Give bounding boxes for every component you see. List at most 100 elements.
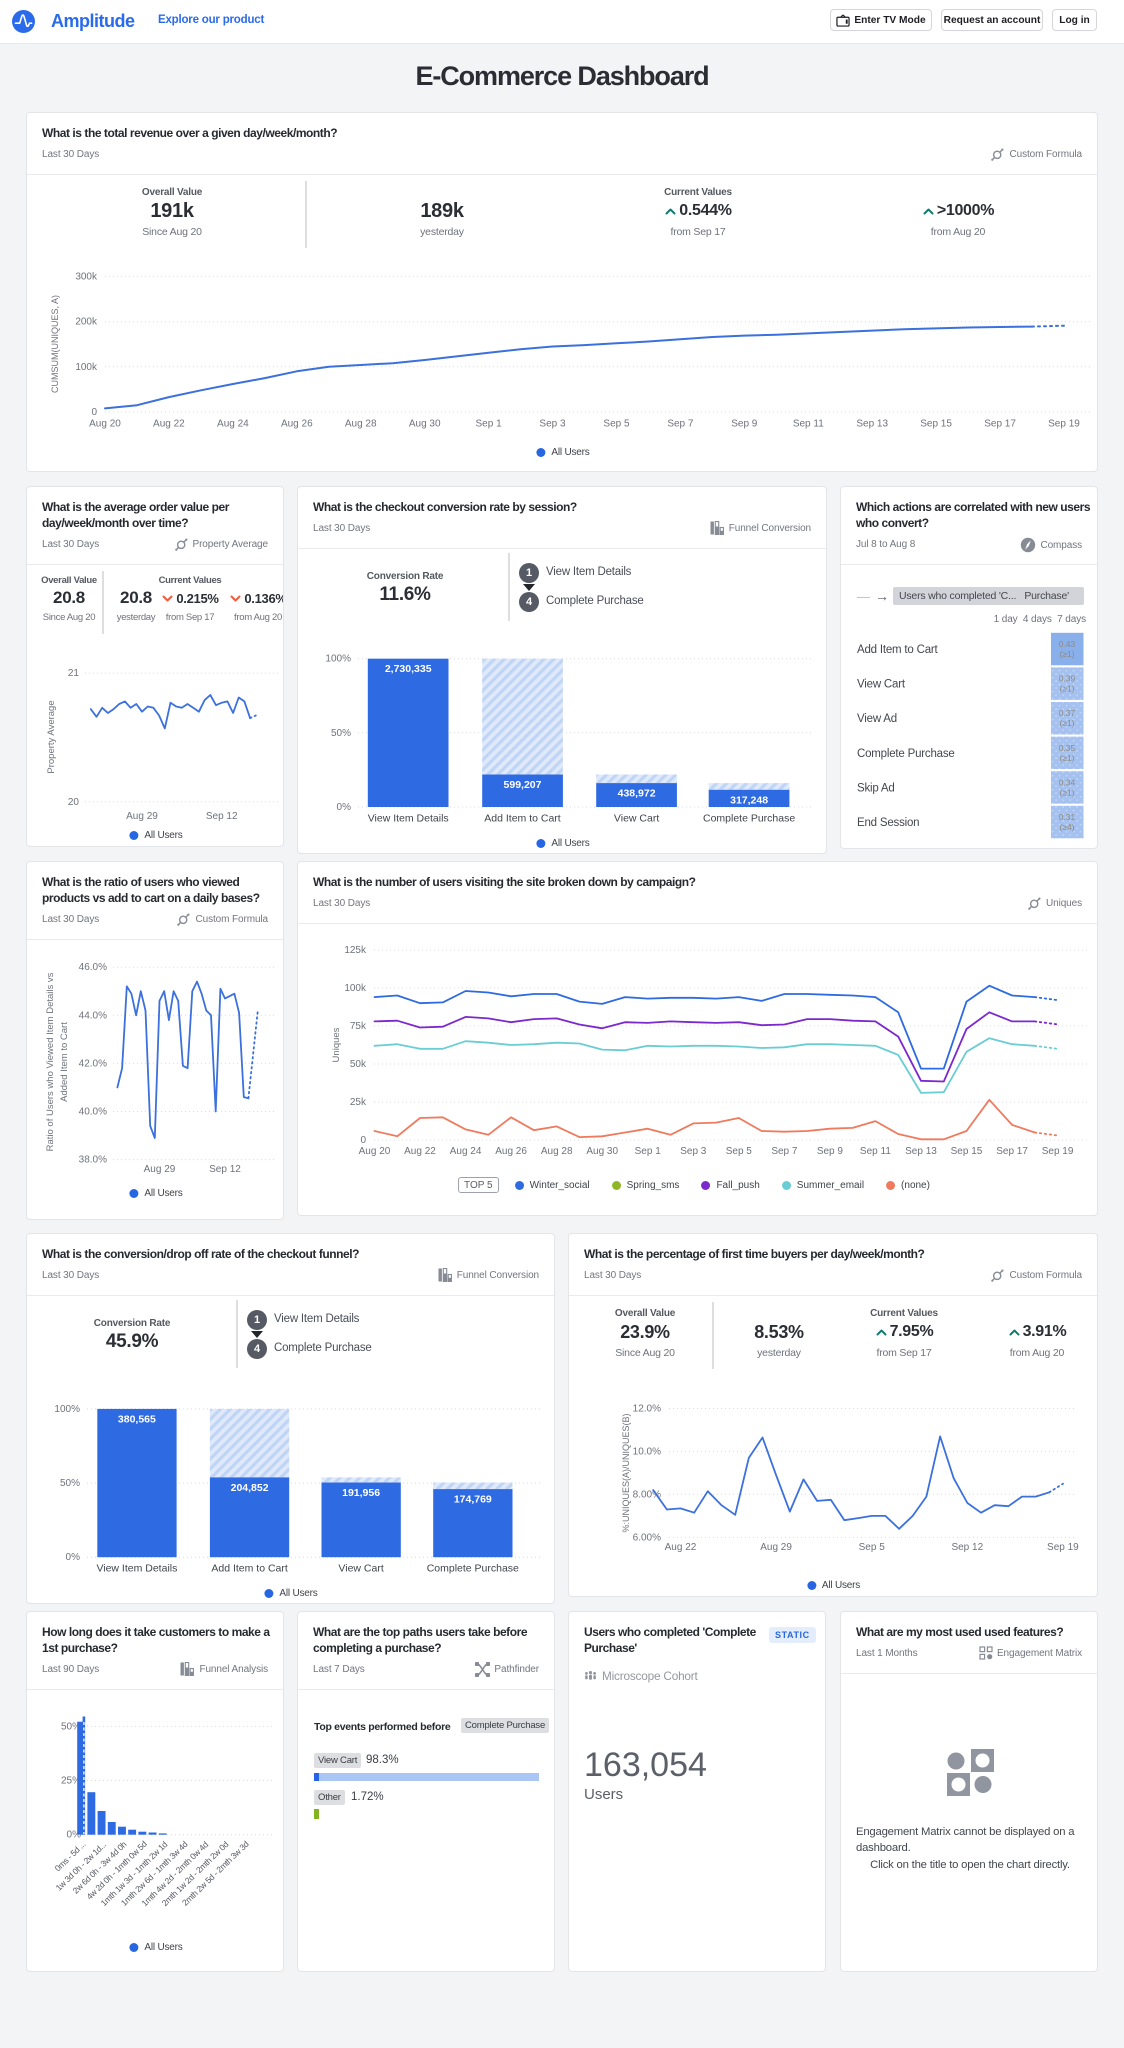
svg-text:Add Item to Cart: Add Item to Cart (484, 813, 561, 825)
svg-text:0.34: 0.34 (1059, 777, 1076, 787)
svg-text:Sep 3: Sep 3 (680, 1146, 707, 1157)
svg-text:Aug 24: Aug 24 (450, 1146, 482, 1157)
svg-text:Aug 22: Aug 22 (153, 419, 185, 430)
svg-text:8.00%: 8.00% (633, 1489, 661, 1500)
svg-text:Complete Purchase: Complete Purchase (703, 813, 795, 825)
svg-text:200k: 200k (75, 317, 98, 328)
svg-text:174,769: 174,769 (454, 1494, 492, 1506)
svg-text:Sep 11: Sep 11 (860, 1146, 891, 1157)
svg-text:Sep 7: Sep 7 (667, 419, 694, 430)
svg-text:Aug 20: Aug 20 (359, 1146, 391, 1157)
svg-text:Aug 20: Aug 20 (89, 419, 121, 430)
svg-text:42.0%: 42.0% (79, 1058, 107, 1069)
svg-text:100k: 100k (75, 362, 98, 373)
svg-text:125k: 125k (344, 945, 367, 956)
svg-text:Aug 22: Aug 22 (665, 1542, 697, 1553)
svg-text:Added Item to Cart: Added Item to Cart (59, 1022, 70, 1102)
svg-text:Sep 5: Sep 5 (603, 419, 630, 430)
svg-text:Complete Purchase: Complete Purchase (427, 1563, 519, 1575)
svg-text:Sep 9: Sep 9 (817, 1146, 844, 1157)
svg-text:Aug 22: Aug 22 (404, 1146, 436, 1157)
svg-text:Sep 1: Sep 1 (635, 1146, 662, 1157)
svg-text:Aug 30: Aug 30 (409, 419, 441, 430)
svg-text:View Cart: View Cart (338, 1563, 383, 1575)
svg-text:38.0%: 38.0% (79, 1155, 107, 1166)
svg-text:Aug 26: Aug 26 (281, 419, 313, 430)
svg-text:0: 0 (91, 407, 97, 418)
svg-text:Ratio of Users who Viewed Item: Ratio of Users who Viewed Item Details v… (45, 972, 56, 1151)
svg-text:View Cart: View Cart (857, 679, 906, 691)
svg-text:Sep 5: Sep 5 (726, 1146, 753, 1157)
svg-text:Uniques: Uniques (331, 1027, 342, 1062)
svg-text:0.39: 0.39 (1059, 674, 1076, 684)
svg-text:100%: 100% (54, 1404, 80, 1415)
svg-text:Sep 15: Sep 15 (920, 419, 952, 430)
svg-text:View Ad: View Ad (857, 713, 897, 725)
svg-text:Sep 13: Sep 13 (856, 419, 888, 430)
svg-text:Add Item to Cart: Add Item to Cart (857, 644, 939, 656)
svg-text:100%: 100% (325, 654, 351, 665)
svg-text:50%: 50% (331, 728, 351, 739)
svg-text:Sep 9: Sep 9 (731, 419, 758, 430)
svg-text:End Session: End Session (857, 817, 919, 829)
svg-text:Aug 28: Aug 28 (541, 1146, 573, 1157)
svg-text:0%: 0% (66, 1552, 81, 1563)
svg-text:Aug 29: Aug 29 (126, 811, 158, 822)
svg-text:(≥1): (≥1) (1059, 684, 1074, 694)
svg-text:Complete Purchase: Complete Purchase (857, 748, 955, 760)
svg-text:191,956: 191,956 (342, 1487, 380, 1499)
svg-text:Sep 19: Sep 19 (1042, 1146, 1074, 1157)
svg-text:Aug 28: Aug 28 (345, 419, 377, 430)
svg-text:View Item Details: View Item Details (96, 1563, 177, 1575)
svg-text:Sep 19: Sep 19 (1047, 1542, 1079, 1553)
svg-text:46.0%: 46.0% (79, 962, 107, 973)
svg-text:Sep 12: Sep 12 (209, 1164, 241, 1175)
svg-text:599,207: 599,207 (504, 779, 542, 791)
svg-text:(≥1): (≥1) (1059, 718, 1074, 728)
svg-text:(≥1): (≥1) (1059, 787, 1074, 797)
svg-text:0.35: 0.35 (1059, 743, 1076, 753)
svg-text:Skip Ad: Skip Ad (857, 782, 895, 794)
svg-text:317,248: 317,248 (730, 794, 768, 806)
svg-text:0: 0 (360, 1135, 366, 1146)
svg-text:380,565: 380,565 (118, 1413, 156, 1425)
svg-text:Sep 19: Sep 19 (1048, 419, 1080, 430)
svg-text:Property Average: Property Average (46, 700, 57, 773)
svg-text:50%: 50% (60, 1478, 80, 1489)
svg-text:21: 21 (68, 668, 80, 679)
svg-text:0.37: 0.37 (1059, 708, 1076, 718)
svg-text:%:UNIQUES(A)/UNIQUES(B): %:UNIQUES(A)/UNIQUES(B) (621, 1413, 631, 1532)
svg-text:50%: 50% (61, 1721, 81, 1732)
svg-text:View Item Details: View Item Details (368, 813, 449, 825)
svg-text:25%: 25% (61, 1776, 81, 1787)
svg-text:6.00%: 6.00% (633, 1532, 661, 1543)
svg-text:44.0%: 44.0% (79, 1010, 107, 1021)
svg-text:10.0%: 10.0% (633, 1447, 661, 1458)
svg-text:Sep 11: Sep 11 (793, 419, 824, 430)
svg-text:75k: 75k (350, 1021, 367, 1032)
svg-text:0.31: 0.31 (1059, 812, 1076, 822)
svg-text:100k: 100k (344, 983, 367, 994)
svg-text:Sep 17: Sep 17 (984, 419, 1016, 430)
svg-text:Sep 1: Sep 1 (476, 419, 503, 430)
svg-text:12.0%: 12.0% (633, 1404, 661, 1415)
svg-text:Add Item to Cart: Add Item to Cart (211, 1563, 288, 1575)
svg-text:25k: 25k (350, 1097, 367, 1108)
svg-text:438,972: 438,972 (618, 788, 656, 800)
svg-text:Sep 15: Sep 15 (951, 1146, 983, 1157)
svg-text:0%: 0% (67, 1830, 82, 1841)
svg-text:(≥1): (≥1) (1059, 753, 1074, 763)
svg-text:(≥1): (≥1) (1059, 649, 1074, 659)
svg-text:Sep 17: Sep 17 (996, 1146, 1028, 1157)
svg-text:View Cart: View Cart (614, 813, 659, 825)
svg-text:CUMSUM(UNIQUES, A): CUMSUM(UNIQUES, A) (50, 295, 60, 393)
svg-text:Sep 5: Sep 5 (859, 1542, 886, 1553)
svg-text:Aug 29: Aug 29 (144, 1164, 176, 1175)
svg-text:Sep 3: Sep 3 (539, 419, 566, 430)
svg-text:0.43: 0.43 (1059, 639, 1076, 649)
svg-text:Aug 29: Aug 29 (760, 1542, 792, 1553)
svg-text:Aug 26: Aug 26 (495, 1146, 527, 1157)
svg-text:300k: 300k (75, 271, 98, 282)
svg-text:Aug 30: Aug 30 (586, 1146, 618, 1157)
svg-text:0%: 0% (337, 802, 352, 813)
